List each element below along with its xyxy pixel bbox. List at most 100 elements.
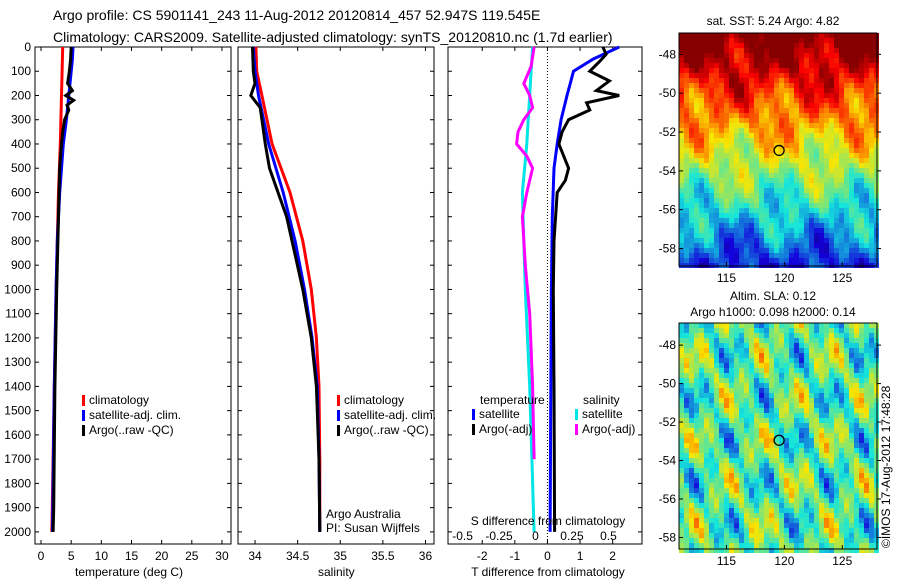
map-cell xyxy=(849,438,854,443)
annotation-argo-australia: Argo Australia xyxy=(326,507,401,521)
map-cell xyxy=(719,523,724,528)
map-cell xyxy=(684,208,689,213)
map-cell xyxy=(804,378,809,383)
map-cell xyxy=(869,83,874,88)
map-cell xyxy=(794,343,799,348)
map-cell xyxy=(849,88,854,93)
map-cell xyxy=(694,413,699,418)
map-cell xyxy=(799,88,804,93)
map-cell xyxy=(834,453,839,458)
map-cell xyxy=(829,458,834,463)
map-cell xyxy=(819,363,824,368)
map-cell xyxy=(794,478,799,483)
map-cell xyxy=(859,538,864,543)
map-cell xyxy=(709,178,714,183)
map-cell xyxy=(779,323,784,328)
map-cell xyxy=(789,258,794,263)
map-cell xyxy=(769,478,774,483)
map-cell xyxy=(689,248,694,253)
map-cell xyxy=(869,518,874,523)
map-cell xyxy=(759,243,764,248)
map-cell xyxy=(769,238,774,243)
map-cell xyxy=(754,243,759,248)
map-cell xyxy=(724,63,729,68)
map-cell xyxy=(814,493,819,498)
map-cell xyxy=(864,508,869,513)
map-cell xyxy=(779,428,784,433)
map-cell xyxy=(839,323,844,328)
map-cell xyxy=(739,368,744,373)
map-cell xyxy=(834,443,839,448)
x-tick-label: 0 xyxy=(544,549,551,563)
map-cell xyxy=(814,108,819,113)
map-cell xyxy=(754,233,759,238)
map-cell xyxy=(789,338,794,343)
map-cell xyxy=(739,543,744,548)
map-cell xyxy=(679,78,684,83)
map-cell xyxy=(784,248,789,253)
map-cell xyxy=(789,228,794,233)
map-cell xyxy=(759,513,764,518)
map-cell xyxy=(859,193,864,198)
map-cell xyxy=(684,368,689,373)
map-cell xyxy=(724,178,729,183)
map-cell xyxy=(794,73,799,78)
map-cell xyxy=(699,253,704,258)
map-cell xyxy=(744,423,749,428)
map-cell xyxy=(779,443,784,448)
map-cell xyxy=(729,408,734,413)
map-cell xyxy=(869,338,874,343)
map-cell xyxy=(744,473,749,478)
map-cell xyxy=(774,423,779,428)
map-cell xyxy=(769,433,774,438)
map-cell xyxy=(734,78,739,83)
map-cell xyxy=(739,498,744,503)
map-cell xyxy=(759,498,764,503)
map-cell xyxy=(819,153,824,158)
map-cell xyxy=(699,258,704,263)
map-cell xyxy=(824,488,829,493)
map-cell xyxy=(764,73,769,78)
map-cell xyxy=(869,53,874,58)
map-cell xyxy=(819,408,824,413)
map-cell xyxy=(764,168,769,173)
map-cell xyxy=(864,343,869,348)
map-cell xyxy=(764,88,769,93)
map-cell xyxy=(714,173,719,178)
map-cell xyxy=(774,363,779,368)
map-cell xyxy=(694,138,699,143)
map-cell xyxy=(834,448,839,453)
map-cell xyxy=(764,453,769,458)
map-cell xyxy=(864,333,869,338)
map-cell xyxy=(814,33,819,38)
map-cell xyxy=(724,463,729,468)
map-cell xyxy=(784,458,789,463)
map-cell xyxy=(684,528,689,533)
map-cell xyxy=(719,258,724,263)
map-cell xyxy=(784,448,789,453)
map-cell xyxy=(784,238,789,243)
map-cell xyxy=(699,518,704,523)
map-cell xyxy=(794,433,799,438)
map-cell xyxy=(704,253,709,258)
map-cell xyxy=(819,508,824,513)
map-cell xyxy=(699,133,704,138)
map-cell xyxy=(849,158,854,163)
map-cell xyxy=(689,443,694,448)
map-cell xyxy=(829,73,834,78)
map-cell xyxy=(794,138,799,143)
map-cell xyxy=(764,218,769,223)
map-cell xyxy=(689,193,694,198)
map-cell xyxy=(724,68,729,73)
map-cell xyxy=(799,413,804,418)
map-cell xyxy=(729,148,734,153)
map-cell xyxy=(849,543,854,548)
map-cell xyxy=(794,468,799,473)
map-cell xyxy=(789,493,794,498)
map-cell xyxy=(739,323,744,328)
map-cell xyxy=(829,213,834,218)
map-cell xyxy=(759,88,764,93)
map-cell xyxy=(769,173,774,178)
map-cell xyxy=(854,238,859,243)
